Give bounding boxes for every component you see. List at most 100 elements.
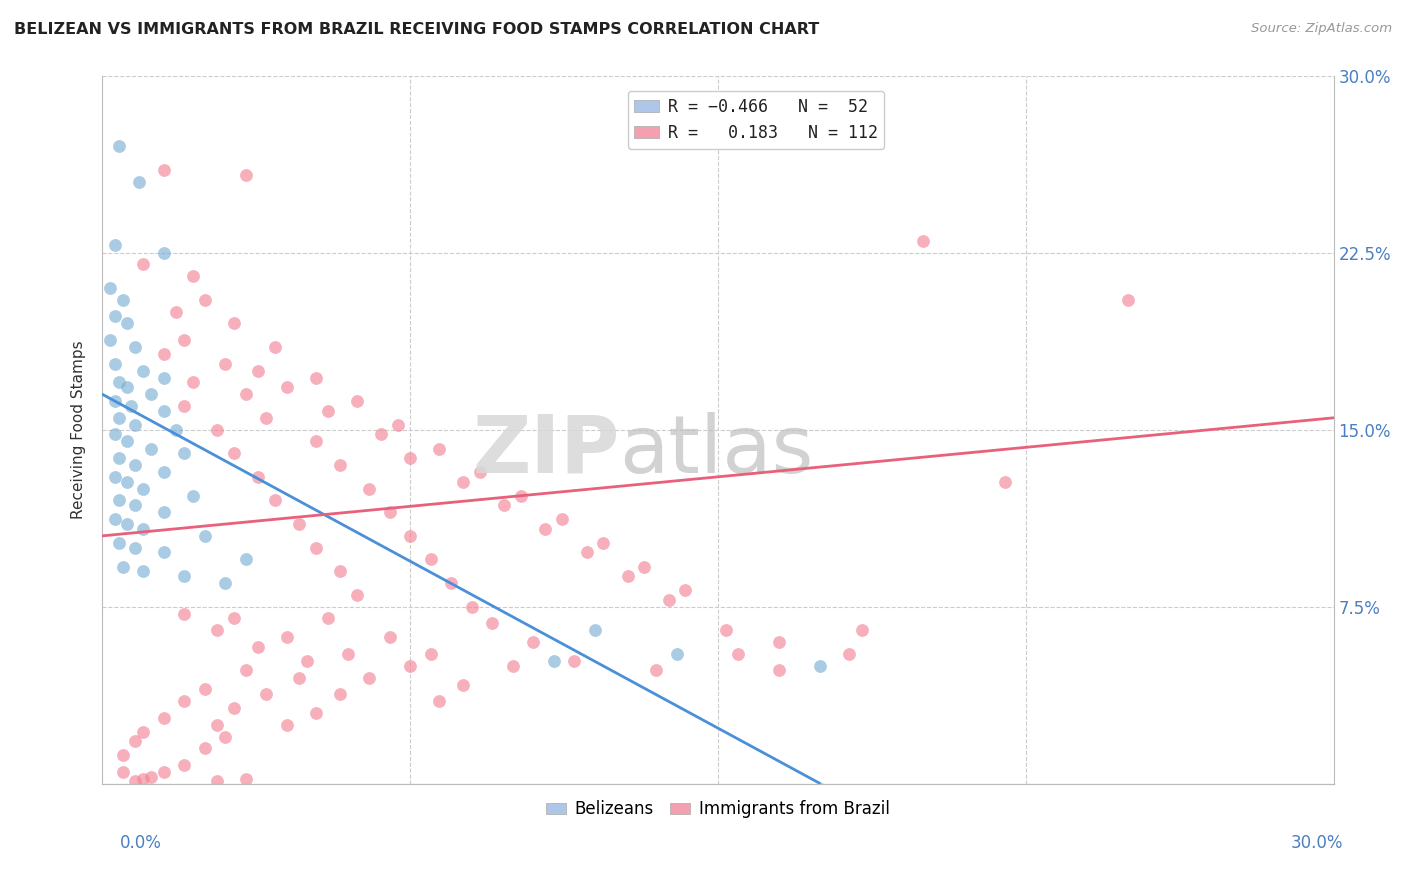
- Point: [152, 347, 174, 361]
- Point: [522, 635, 544, 649]
- Point: [346, 394, 368, 409]
- Point: [205, 624, 228, 638]
- Point: [534, 522, 557, 536]
- Point: [173, 333, 195, 347]
- Point: [399, 529, 422, 543]
- Point: [181, 376, 204, 390]
- Point: [768, 664, 790, 678]
- Point: [115, 434, 138, 449]
- Point: [152, 245, 174, 260]
- Point: [132, 522, 155, 536]
- Point: [214, 576, 236, 591]
- Point: [214, 357, 236, 371]
- Text: atlas: atlas: [620, 412, 814, 490]
- Point: [714, 624, 737, 638]
- Point: [103, 238, 125, 252]
- Point: [103, 357, 125, 371]
- Point: [494, 498, 516, 512]
- Point: [214, 730, 236, 744]
- Point: [276, 717, 298, 731]
- Point: [103, 394, 125, 409]
- Point: [247, 640, 270, 654]
- Point: [152, 711, 174, 725]
- Point: [551, 512, 574, 526]
- Point: [222, 317, 245, 331]
- Point: [205, 717, 228, 731]
- Point: [370, 427, 392, 442]
- Point: [247, 470, 270, 484]
- Point: [173, 446, 195, 460]
- Point: [304, 541, 326, 555]
- Point: [427, 442, 450, 456]
- Point: [912, 234, 935, 248]
- Point: [100, 333, 122, 347]
- Point: [194, 682, 217, 697]
- Point: [399, 658, 422, 673]
- Text: 0.0%: 0.0%: [120, 834, 162, 852]
- Point: [194, 529, 217, 543]
- Point: [665, 647, 688, 661]
- Point: [124, 340, 146, 354]
- Point: [222, 446, 245, 460]
- Point: [111, 293, 134, 307]
- Point: [468, 465, 491, 479]
- Point: [152, 465, 174, 479]
- Point: [994, 475, 1017, 489]
- Point: [453, 677, 475, 691]
- Y-axis label: Receiving Food Stamps: Receiving Food Stamps: [72, 341, 86, 519]
- Point: [1116, 293, 1139, 307]
- Point: [103, 427, 125, 442]
- Point: [141, 442, 163, 456]
- Point: [103, 512, 125, 526]
- Point: [141, 770, 163, 784]
- Point: [205, 774, 228, 789]
- Point: [235, 552, 257, 566]
- Point: [509, 489, 531, 503]
- Point: [115, 475, 138, 489]
- Point: [107, 536, 129, 550]
- Point: [103, 470, 125, 484]
- Point: [288, 671, 311, 685]
- Point: [727, 647, 749, 661]
- Point: [235, 387, 257, 401]
- Point: [132, 257, 155, 271]
- Point: [111, 764, 134, 779]
- Point: [592, 536, 614, 550]
- Point: [304, 434, 326, 449]
- Point: [132, 363, 155, 377]
- Point: [165, 304, 187, 318]
- Point: [222, 611, 245, 625]
- Point: [132, 724, 155, 739]
- Point: [132, 482, 155, 496]
- Point: [128, 175, 150, 189]
- Point: [152, 370, 174, 384]
- Point: [111, 748, 134, 763]
- Point: [357, 671, 380, 685]
- Point: [222, 701, 245, 715]
- Point: [337, 647, 360, 661]
- Point: [107, 139, 129, 153]
- Point: [235, 664, 257, 678]
- Point: [378, 505, 401, 519]
- Point: [115, 517, 138, 532]
- Point: [205, 423, 228, 437]
- Point: [562, 654, 585, 668]
- Point: [329, 458, 352, 472]
- Point: [575, 545, 598, 559]
- Point: [583, 624, 606, 638]
- Point: [481, 616, 503, 631]
- Point: [276, 631, 298, 645]
- Point: [120, 399, 142, 413]
- Point: [329, 687, 352, 701]
- Text: BELIZEAN VS IMMIGRANTS FROM BRAZIL RECEIVING FOOD STAMPS CORRELATION CHART: BELIZEAN VS IMMIGRANTS FROM BRAZIL RECEI…: [14, 22, 820, 37]
- Point: [152, 505, 174, 519]
- Point: [346, 588, 368, 602]
- Point: [115, 380, 138, 394]
- Point: [419, 647, 441, 661]
- Point: [124, 734, 146, 748]
- Point: [673, 583, 696, 598]
- Point: [173, 569, 195, 583]
- Point: [152, 764, 174, 779]
- Point: [141, 387, 163, 401]
- Point: [316, 403, 339, 417]
